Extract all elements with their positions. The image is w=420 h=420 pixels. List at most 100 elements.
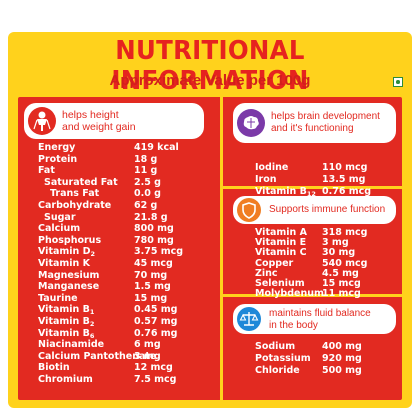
- nutrient-value: 15 mcg: [322, 278, 361, 290]
- veg-mark-icon: [393, 77, 403, 87]
- nutrient-value: 4.5 mg: [322, 267, 359, 279]
- nutrient-name: Fat: [38, 165, 134, 177]
- child-growth-icon: [28, 107, 56, 135]
- nutrient-name: Chloride: [255, 365, 322, 377]
- nutrient-name-text: Calcium: [38, 223, 81, 235]
- nutrient-name-text: Zinc: [255, 267, 278, 279]
- nutrient-name-text: Biotin: [38, 362, 70, 374]
- nutrient-name: Vitamin K: [38, 258, 134, 270]
- section-divider: [223, 294, 402, 297]
- nutrient-table: [18, 97, 402, 400]
- nutrient-value: 0.76 mg: [134, 327, 178, 339]
- nutrient-subscript: 1: [89, 308, 95, 317]
- nutrient-name: Magnesium: [38, 270, 134, 282]
- nutrient-name: Vitamin B1: [38, 304, 134, 316]
- section-label-brain: helps brain development and it's functio…: [271, 111, 380, 135]
- nutrient-name: Phosphorus: [38, 235, 134, 247]
- nutrient-row: Chloride 500 mg: [255, 365, 362, 377]
- section-header-fluid: maintains fluid balance in the body: [233, 304, 396, 334]
- nutrient-value: 0.76 mcg: [322, 186, 372, 198]
- nutrient-row: Phosphorus 780 mg: [38, 235, 183, 247]
- page-title: NUTRITIONAL INFORMATION: [111, 36, 309, 96]
- nutrient-name: Chromium: [38, 374, 134, 386]
- nutrient-name: Molybdenum: [255, 288, 324, 300]
- nutrient-row: Magnesium 70 mg: [38, 270, 183, 282]
- nutrient-name: Calcium: [38, 223, 134, 235]
- nutrient-name: Niacinamide: [38, 339, 134, 351]
- nutrient-value: 6 mg: [134, 339, 161, 351]
- nutrient-name-text: Selenium: [255, 278, 305, 290]
- section-label-fluid: maintains fluid balance in the body: [269, 308, 371, 332]
- nutrient-row: Vitamin B2 0.57 mg: [38, 316, 183, 328]
- nutrient-name: Saturated Fat: [38, 177, 134, 189]
- section-label-line: helps height: [62, 109, 119, 121]
- serving-subtitle: Approximate Value per 100g: [109, 72, 311, 89]
- nutrient-name-text: Chromium: [38, 373, 93, 385]
- nutrient-name-text: Sodium: [255, 341, 296, 352]
- nutrient-name-text: Niacinamide: [38, 339, 105, 351]
- nutrient-row: Vitamin K 45 mcg: [38, 258, 183, 270]
- nutrient-row: Taurine 15 mg: [38, 293, 183, 305]
- nutrient-name-text: Vitamin B: [38, 327, 90, 339]
- nutrient-name-text: Vitamin A: [255, 227, 307, 238]
- nutrient-value: 540 mcg: [322, 257, 368, 269]
- nutrient-subscript: 6: [89, 331, 95, 340]
- nutrient-value: 400 mg: [322, 341, 362, 352]
- shield-icon: [237, 198, 261, 222]
- nutrient-name: Taurine: [38, 293, 134, 305]
- nutrient-value: 110 mcg: [322, 162, 368, 173]
- nutrient-name: Energy: [38, 142, 134, 154]
- section-header-brain: helps brain development and it's functio…: [233, 103, 396, 143]
- nutrient-row: Copper 540 mcg: [255, 257, 368, 269]
- section-label-line: and weight gain: [62, 121, 136, 133]
- nutrient-name: Iodine: [255, 162, 322, 174]
- nutrient-row: Vitamin E 3 mg: [255, 237, 367, 248]
- nutrient-row: Calcium 800 mg: [38, 223, 183, 235]
- nutrient-name-text: Molybdenum: [255, 288, 324, 300]
- nutrient-name: Copper: [255, 257, 322, 269]
- nutrient-value: 12 mcg: [134, 362, 173, 374]
- nutrient-row: Selenium 15 mcg: [255, 278, 367, 290]
- nutrient-name-text: Protein: [38, 153, 78, 165]
- rows-fluid: Sodium 400 mg Potassium 920 mg Chloride 500 m…: [255, 341, 362, 377]
- nutrient-name-text: Vitamin B: [38, 304, 90, 316]
- column-divider: [220, 97, 223, 400]
- nutrient-name: Trans Fat: [38, 188, 134, 200]
- nutrient-name-text: Vitamin D: [38, 246, 91, 258]
- section-header-immune: Supports immune function: [233, 196, 396, 224]
- section-label-line: in the body: [269, 320, 318, 331]
- nutrient-row: Zinc 4.5 mg: [255, 267, 367, 279]
- nutrient-value: 7.5 mcg: [134, 373, 177, 385]
- rows-growth: Energy 419 kcal Protein 18 g Fat 11 g Saturate…: [38, 142, 183, 385]
- nutrient-row: Vitamin A 318 mcg: [255, 227, 367, 238]
- nutrient-value: 0.57 mg: [134, 315, 178, 327]
- nutrient-name-text: Taurine: [38, 292, 78, 304]
- nutrient-row: Molybdenum 11 mcg: [255, 289, 367, 299]
- nutrient-name-text: Potassium: [255, 353, 311, 364]
- nutrient-row: Carbohydrate 62 g: [38, 200, 183, 212]
- nutrient-name-text: Manganese: [38, 281, 100, 293]
- nutrient-name-text: Trans Fat: [50, 188, 100, 200]
- nutrient-name-text: Copper: [255, 257, 294, 269]
- nutrient-row: Vitamin B12 0.76 mcg: [255, 186, 371, 198]
- nutrient-subscript: 2: [90, 250, 96, 259]
- nutrient-row: Vitamin D2 3.75 mcg: [38, 246, 183, 258]
- nutrient-value: 3.75 mcg: [134, 246, 184, 258]
- nutrient-name-text: Calcium Pantothenate: [38, 350, 157, 362]
- nutrient-name: Protein: [38, 154, 134, 166]
- nutrient-row: Vitamin B6 0.76 mg: [38, 328, 183, 340]
- section-label-line: helps brain development: [271, 111, 380, 122]
- section-label-line: maintains fluid balance: [269, 308, 371, 319]
- brain-icon: [237, 109, 265, 137]
- nutrient-value: 70 mg: [134, 269, 168, 281]
- nutrient-name-text: Sugar: [44, 211, 76, 223]
- nutrient-value: 18 g: [134, 153, 158, 165]
- section-label-line: and it's functioning: [271, 123, 354, 134]
- nutrient-name: Iron: [255, 174, 322, 186]
- nutrient-name-text: Iron: [255, 174, 277, 186]
- nutrient-name: Vitamin B12: [255, 186, 322, 198]
- section-label-immune: Supports immune function: [269, 204, 385, 216]
- nutrient-name: Vitamin D2: [38, 246, 134, 258]
- nutrient-value: 11 mcg: [322, 288, 361, 300]
- nutrient-row: Vitamin B1 0.45 mg: [38, 304, 183, 316]
